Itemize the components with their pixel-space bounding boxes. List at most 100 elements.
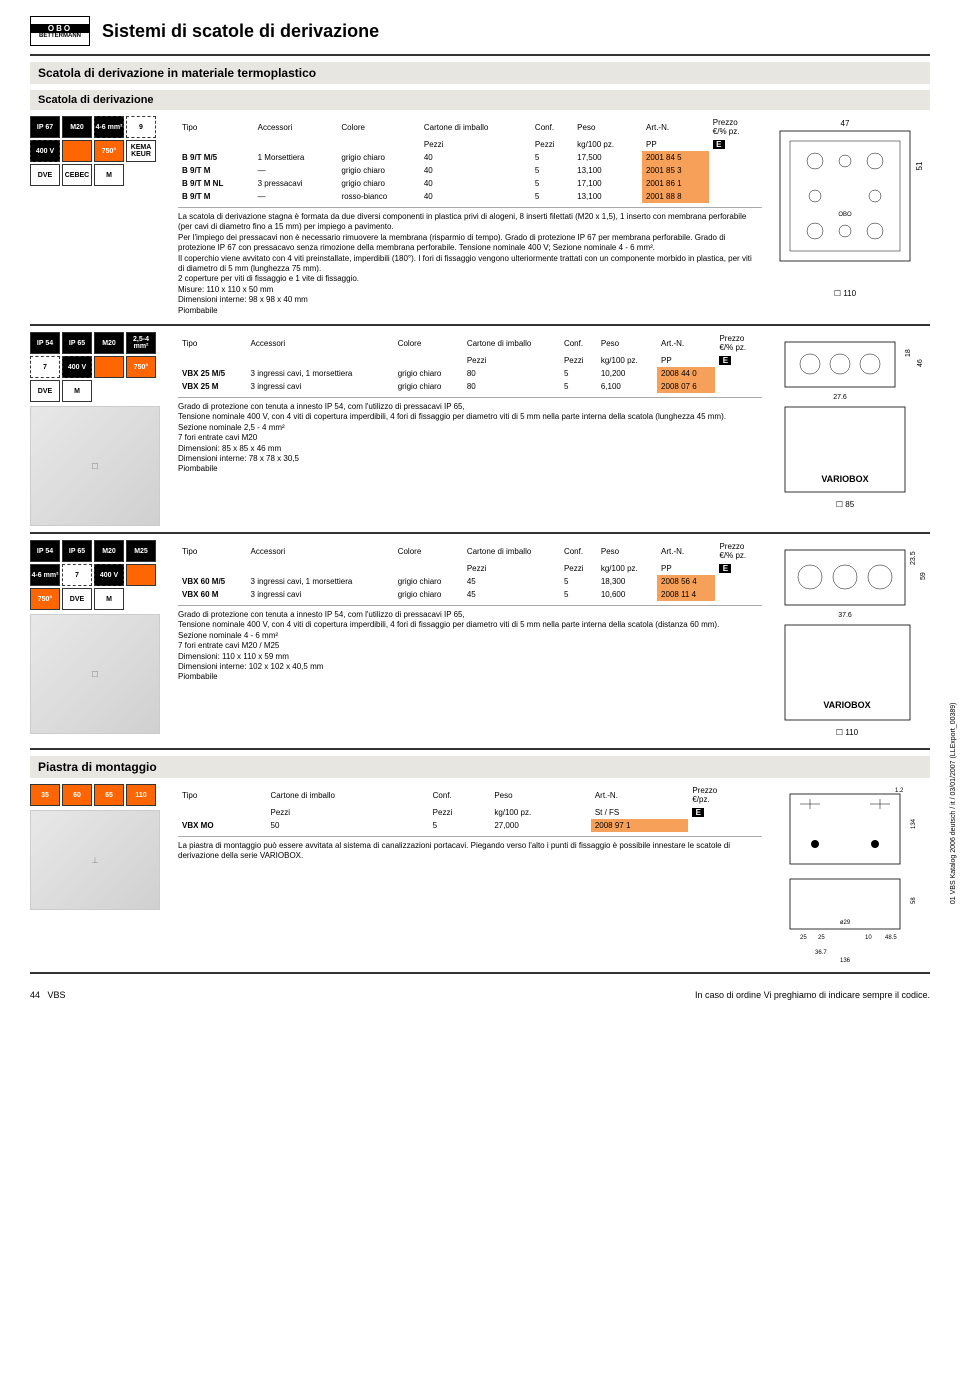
spec-badge: 9	[126, 116, 156, 138]
spec-badge	[126, 564, 156, 586]
th-pezzi: Pezzi	[420, 138, 531, 151]
subtitle-3: Piastra di montaggio	[30, 756, 930, 778]
spec-badge: 7	[30, 356, 60, 378]
page-header: OBO BETTERMANN Sistemi di scatole di der…	[30, 16, 930, 46]
th-pp: PP	[642, 138, 709, 151]
th-prezzo: Prezzo€/% pz.	[709, 116, 762, 138]
svg-text:36.7: 36.7	[815, 950, 827, 956]
spec-badge: IP 65	[62, 540, 92, 562]
product-block-3: IP 54IP 65M20M254-6 mm²7400 V750°DVEM ☐ …	[30, 540, 930, 742]
spec-badge: 110	[126, 784, 156, 806]
badges-4: 356065110	[30, 784, 170, 806]
spec-badge: 7	[62, 564, 92, 586]
spec-badge: 60	[62, 784, 92, 806]
product-photo-4: ⊥	[30, 810, 160, 910]
svg-text:46: 46	[917, 359, 924, 367]
spec-badge: 35	[30, 784, 60, 806]
product-photo-2: ☐	[30, 406, 160, 526]
th-art: Art.-N.	[642, 116, 709, 138]
badges-1: IP 67M204-6 mm²9 400 V 750°KEMA KEUR DVECEB…	[30, 116, 170, 186]
spec-badge: 750°	[94, 140, 124, 162]
spec-badge: M25	[126, 540, 156, 562]
e-mark: E	[713, 140, 725, 149]
table-row: B 9/T M/51 Morsettieragrigio chiaro40517…	[178, 151, 762, 164]
tech-drawing-2: 27.6 18 46 VARIOBOX ☐ 85	[770, 332, 930, 512]
svg-text:☐ 110: ☐ 110	[836, 728, 859, 737]
svg-text:25: 25	[818, 935, 825, 941]
obo-logo: OBO BETTERMANN	[30, 16, 90, 46]
svg-text:59: 59	[920, 572, 927, 580]
product-block-2: IP 54IP 65M202,5-4 mm²7400 V750°DVEM ☐ T…	[30, 332, 930, 526]
description-1: La scatola di derivazione stagna è forma…	[178, 212, 762, 316]
tech-drawing-1: 47 51 ☐ 110 OBO	[770, 116, 930, 316]
description-4: La piastra di montaggio può essere avvit…	[178, 841, 762, 862]
spec-badge: M20	[94, 540, 124, 562]
description-3: Grado di protezione con tenuta a innesto…	[178, 610, 762, 683]
spec-badge: DVE	[30, 164, 60, 186]
product-photo-3: ☐	[30, 614, 160, 734]
footer-code: VBS	[48, 990, 66, 1000]
th-col: Colore	[337, 116, 419, 138]
svg-text:OBO: OBO	[838, 212, 852, 218]
svg-text:51: 51	[915, 161, 924, 170]
svg-text:37.6: 37.6	[838, 612, 852, 619]
th-pezzi2: Pezzi	[531, 138, 573, 151]
spec-badge: 750°	[30, 588, 60, 610]
divider	[30, 54, 930, 56]
subtitle-1: Scatola di derivazione in materiale term…	[30, 62, 930, 84]
product-table-3: Tipo Accessori Colore Cartone di imballo…	[178, 540, 762, 601]
spec-badge: IP 54	[30, 332, 60, 354]
svg-text:27.6: 27.6	[833, 394, 847, 401]
description-2: Grado di protezione con tenuta a innesto…	[178, 402, 762, 475]
subtitle-2: Scatola di derivazione	[30, 90, 930, 110]
svg-text:23.5: 23.5	[910, 551, 917, 565]
spec-badge: KEMA KEUR	[126, 140, 156, 162]
svg-text:VARIOBOX: VARIOBOX	[821, 474, 868, 484]
spec-badge	[62, 140, 92, 162]
logo-top: OBO	[31, 24, 89, 33]
logo-bottom: BETTERMANN	[39, 33, 81, 39]
spec-badge	[94, 356, 124, 378]
table-row: B 9/T M—rosso-bianco40513,1002001 88 8	[178, 190, 762, 203]
table-row: VBX 60 M3 ingressi cavigrigio chiaro4551…	[178, 588, 762, 601]
product-block-1: IP 67M204-6 mm²9 400 V 750°KEMA KEUR DVECEB…	[30, 116, 930, 318]
page-title: Sistemi di scatole di derivazione	[102, 21, 379, 42]
svg-text:25: 25	[800, 935, 807, 941]
table-row: VBX 60 M/53 ingressi cavi, 1 morsettiera…	[178, 575, 762, 588]
svg-text:47: 47	[841, 119, 850, 128]
table-row: VBX 25 M3 ingressi cavigrigio chiaro8056…	[178, 380, 762, 393]
spec-badge: 2,5-4 mm²	[126, 332, 156, 354]
spec-badge: DVE	[30, 380, 60, 402]
th-conf: Conf.	[531, 116, 573, 138]
spec-badge: 400 V	[30, 140, 60, 162]
svg-text:☐ 110: ☐ 110	[834, 289, 857, 298]
table-row: VBX 25 M/53 ingressi cavi, 1 morsettiera…	[178, 367, 762, 380]
spec-badge: M	[94, 588, 124, 610]
product-block-4: 356065110 ⊥ Tipo Cartone di imballo Conf…	[30, 784, 930, 966]
product-table-2: Tipo Accessori Colore Cartone di imballo…	[178, 332, 762, 393]
svg-text:☐ 85: ☐ 85	[836, 500, 855, 509]
spec-badge: CEBEC	[62, 164, 92, 186]
spec-badge: 750°	[126, 356, 156, 378]
spec-badge: DVE	[62, 588, 92, 610]
tech-drawing-3: 37.6 23.5 59 VARIOBOX ☐ 110	[770, 540, 930, 740]
table-row: B 9/T M—grigio chiaro40513,1002001 85 3	[178, 164, 762, 177]
table-row: VBX MO50527,0002008 97 1	[178, 819, 762, 832]
svg-text:1.2: 1.2	[895, 788, 904, 794]
page-footer: 44 VBS In caso di ordine Vi preghiamo di…	[30, 980, 930, 1010]
th-cart: Cartone di imballo	[420, 116, 531, 138]
svg-text:10: 10	[865, 935, 872, 941]
spec-badge: IP 67	[30, 116, 60, 138]
badges-3: IP 54IP 65M20M254-6 mm²7400 V750°DVEM	[30, 540, 170, 610]
svg-text:18: 18	[905, 349, 912, 357]
spec-badge: 65	[94, 784, 124, 806]
spec-badge: M20	[62, 116, 92, 138]
svg-text:134: 134	[911, 818, 917, 829]
badges-2: IP 54IP 65M202,5-4 mm²7400 V750°DVEM	[30, 332, 170, 402]
spec-badge: IP 54	[30, 540, 60, 562]
spec-badge: M	[94, 164, 124, 186]
spec-badge: 4-6 mm²	[94, 116, 124, 138]
tech-drawing-4: 1.2 134 58 25 25 10 48.5 ø29 36.7 136	[770, 784, 930, 964]
svg-text:58: 58	[911, 897, 917, 904]
spec-badge: 400 V	[94, 564, 124, 586]
